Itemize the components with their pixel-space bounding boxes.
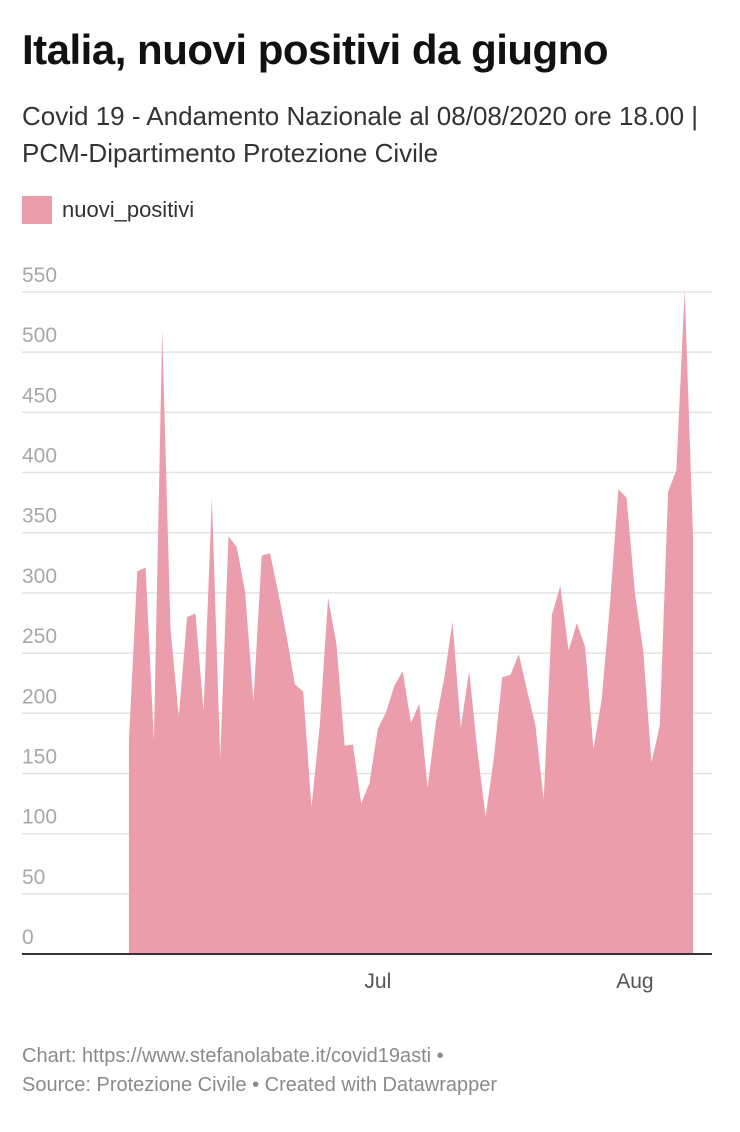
- x-tick-label-jul: Jul: [364, 970, 391, 993]
- y-tick-label: 50: [22, 866, 45, 889]
- legend-swatch: [22, 196, 52, 224]
- chart-notes: Chart: https://www.stefanolabate.it/covi…: [22, 1042, 722, 1100]
- area-chart: 0 50 100 150 200 250 300 350 400 450 500 550 Jul Aug: [22, 264, 712, 993]
- chart-source: Source: Protezione Civile • Created with…: [22, 1074, 497, 1096]
- x-tick-label-aug: Aug: [616, 970, 653, 993]
- y-tick-label: 500: [22, 324, 57, 347]
- chart-title: Italia, nuovi positivi da giugno: [22, 26, 609, 73]
- y-tick-label: 150: [22, 745, 57, 768]
- legend: nuovi_positivi: [22, 196, 194, 224]
- chart-subtitle: Covid 19 - Andamento Nazionale al 08/08/…: [22, 101, 698, 168]
- y-tick-label: 400: [22, 445, 57, 468]
- legend-label: nuovi_positivi: [62, 197, 195, 222]
- y-tick-label: 450: [22, 384, 57, 407]
- y-tick-label: 100: [22, 806, 57, 829]
- y-tick-label: 300: [22, 565, 57, 588]
- y-tick-label: 550: [22, 264, 57, 287]
- y-tick-label: 350: [22, 505, 57, 528]
- y-tick-label: 250: [22, 625, 57, 648]
- y-tick-label: 200: [22, 685, 57, 708]
- y-tick-label: 0: [22, 926, 34, 949]
- chart-credit: Chart: https://www.stefanolabate.it/covi…: [22, 1045, 444, 1067]
- series-area-nuovi-positivi: [129, 289, 693, 955]
